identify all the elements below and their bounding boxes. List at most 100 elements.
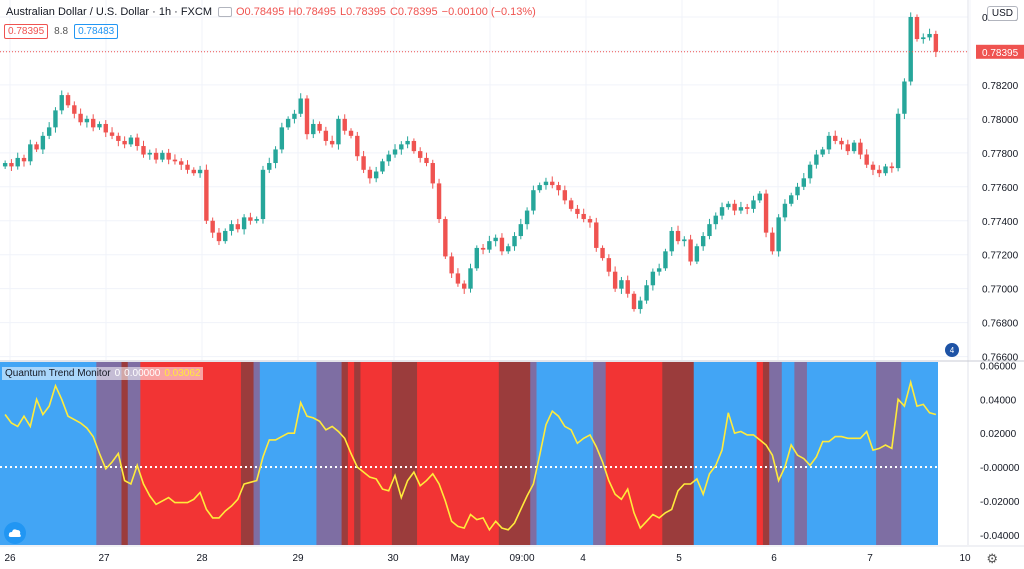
settings-gear-icon[interactable]: ⚙ (986, 551, 998, 566)
regime-band (693, 362, 758, 545)
regime-band (391, 362, 418, 545)
candle-body (122, 140, 127, 145)
last-price-label: 0.78395 (982, 48, 1019, 59)
candle-body (336, 118, 341, 145)
regime-band (901, 362, 934, 545)
price-tick-label: 0.77200 (982, 251, 1019, 262)
candle-body (531, 190, 536, 211)
candle-body (638, 300, 643, 310)
candle-body (575, 208, 580, 214)
candle-body (323, 130, 329, 141)
candle-body (883, 166, 888, 174)
change-value: −0.00100 (−0.13%) (441, 6, 536, 18)
candle-body (424, 157, 429, 164)
candle-body (833, 135, 838, 141)
candle-body (795, 186, 800, 196)
candle-body (172, 159, 178, 162)
candle-body (562, 190, 568, 201)
candle-body (612, 271, 618, 289)
price-tick-label: 0.77400 (982, 217, 1019, 228)
sell-button[interactable]: 0.78395 (4, 24, 49, 39)
regime-band (354, 362, 361, 545)
candle-body (606, 258, 612, 272)
oscillator-line (4, 379, 937, 532)
alert-icon[interactable]: 4 (945, 343, 959, 357)
candle-body (109, 132, 115, 136)
oscillator-line-series (4, 379, 937, 532)
buy-button[interactable]: 0.78483 (74, 24, 119, 39)
time-tick-label: 27 (98, 553, 110, 564)
candle-body (78, 113, 83, 123)
regime-band (605, 362, 663, 545)
candle-body (128, 137, 134, 145)
candle-body (21, 157, 27, 162)
regime-band (762, 362, 770, 545)
regime-band (794, 362, 808, 545)
candle-body (719, 207, 725, 216)
candle-body (462, 283, 467, 289)
price-tick-label: 0.77600 (982, 183, 1019, 194)
candle-body (160, 152, 165, 160)
candle-body (682, 239, 687, 242)
regime-band (240, 362, 255, 545)
osc-tick-label: 0.06000 (980, 361, 1017, 372)
candle-body (329, 140, 335, 145)
candle-body (738, 207, 744, 211)
candle-body (229, 224, 234, 231)
close-value: C0.78395 (389, 6, 438, 18)
regime-band (769, 362, 783, 545)
candle-body (858, 142, 863, 155)
candle-body (455, 273, 461, 284)
candle-body (260, 169, 266, 220)
candle-body (732, 203, 737, 211)
candle-body (84, 118, 90, 123)
candle-body (380, 161, 385, 172)
time-axis: 26 27 28 29 30 May 09:00 4 5 6 7 10 (0, 545, 1024, 564)
candle-body (166, 152, 171, 160)
candle-body (342, 118, 347, 131)
quote-panel: 0.78395 8.8 0.78483 (4, 24, 119, 39)
candle-body (744, 207, 750, 209)
candle-body (304, 98, 310, 135)
candle-body (581, 213, 586, 220)
candle-body (411, 140, 417, 152)
candle-body (933, 33, 939, 52)
candle-body (430, 163, 435, 184)
candle-body (34, 144, 39, 150)
candle-body (631, 293, 637, 310)
price-tick-label: 0.76600 (982, 353, 1019, 364)
candle-body (594, 222, 599, 248)
osc-tick-label: -0.00000 (980, 463, 1020, 474)
currency-button[interactable]: USD (986, 6, 1018, 21)
indicator-value-2: 0.03062 (164, 368, 201, 379)
indicator-name[interactable]: Quantum Trend Monitor (5, 368, 111, 379)
time-tick-label: 09:00 (509, 553, 534, 564)
regime-band (259, 362, 317, 545)
candle-body (763, 193, 769, 233)
regime-band (876, 362, 902, 545)
candle-body (839, 140, 844, 145)
time-tick-label: 30 (387, 553, 399, 564)
candle-body (499, 237, 505, 252)
regime-band (498, 362, 531, 545)
candle-body (147, 152, 152, 155)
candle-body (688, 239, 693, 262)
candle-body (789, 195, 794, 204)
candle-body (405, 140, 410, 145)
candle-body (179, 161, 184, 165)
visibility-icon[interactable] (218, 7, 232, 17)
candle-body (568, 200, 574, 209)
candle-body (751, 200, 756, 209)
time-tick-label: 26 (4, 553, 16, 564)
indicator-legend: Quantum Trend Monitor 0 0.00000 0.03062 (2, 367, 204, 380)
time-tick-label: 4 (580, 553, 586, 564)
candle-body (908, 16, 913, 82)
open-value: O0.78495 (236, 6, 285, 18)
candle-body (814, 154, 819, 165)
tradingview-logo-icon[interactable] (4, 522, 26, 544)
candle-body (449, 256, 454, 274)
osc-tick-label: -0.04000 (980, 531, 1020, 542)
candle-body (436, 183, 442, 220)
candle-body (807, 164, 813, 179)
